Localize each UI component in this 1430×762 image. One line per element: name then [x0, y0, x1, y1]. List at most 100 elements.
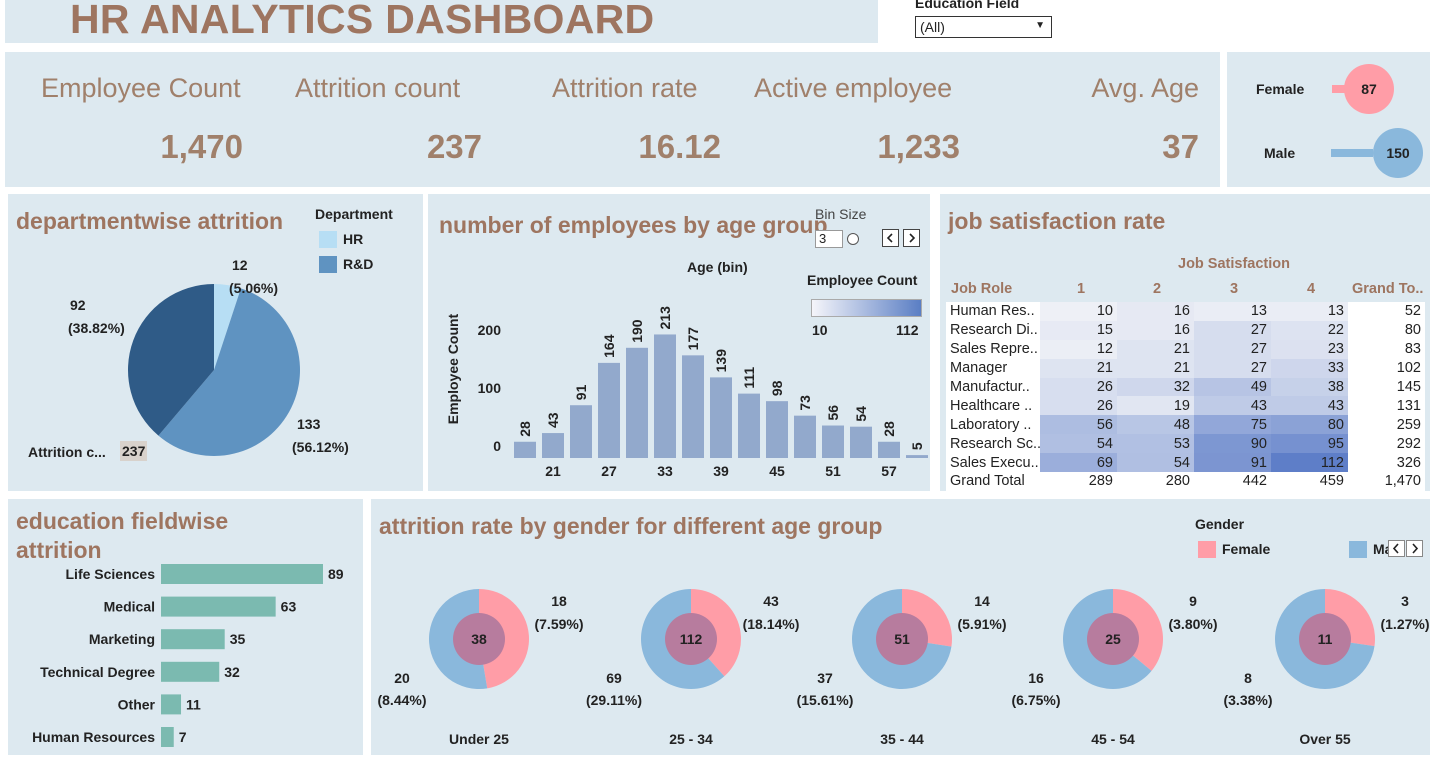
job-role-cell: Human Res.. [946, 302, 1040, 321]
age-bar[interactable] [766, 401, 788, 458]
age-bar[interactable] [570, 405, 592, 458]
heatmap-row[interactable]: Manager 21 21 27 33 102 [946, 358, 1425, 378]
heatmap-cell[interactable]: 33 [1271, 358, 1348, 378]
age-bar[interactable] [850, 426, 872, 458]
age-bar[interactable] [822, 425, 844, 458]
heatmap-cell[interactable]: 75 [1194, 415, 1271, 435]
heatmap-cell[interactable]: 32 [1117, 377, 1194, 397]
age-bar[interactable] [794, 415, 816, 458]
donut-total-label: 51 [894, 631, 910, 647]
legend-swatch-female[interactable] [1198, 541, 1216, 558]
heatmap-cell[interactable]: 80 [1271, 415, 1348, 435]
heatmap-cell[interactable]: 90 [1194, 434, 1271, 454]
legend-swatch-male[interactable] [1349, 541, 1367, 558]
education-bar[interactable] [161, 596, 276, 617]
education-title-overflow: attrition [16, 537, 102, 563]
heatmap-cell[interactable]: 16 [1117, 320, 1194, 340]
heatmap-cell[interactable]: 43 [1271, 396, 1348, 416]
donut-female-value: 3 [1401, 593, 1409, 609]
dept-slice-hr[interactable] [214, 284, 241, 370]
heatmap-cell[interactable]: 69 [1040, 453, 1117, 473]
heatmap-cell[interactable]: 27 [1194, 358, 1271, 378]
heatmap-row[interactable]: Manufactur.. 26 32 49 38 145 [946, 377, 1425, 397]
heatmap-cell[interactable]: 49 [1194, 377, 1271, 397]
heatmap-cell[interactable]: 27 [1194, 339, 1271, 359]
bin-size-increase-button[interactable] [903, 229, 920, 247]
gender-count-male-label: Male [1264, 145, 1295, 161]
education-bar-label: 11 [186, 696, 201, 712]
heatmap-cell[interactable]: 22 [1271, 320, 1348, 340]
heatmap-cell[interactable]: 10 [1040, 302, 1117, 321]
age-bar[interactable] [542, 433, 564, 458]
age-bar[interactable] [514, 441, 536, 458]
heatmap-cell[interactable]: 27 [1194, 320, 1271, 340]
grand-total-cell: 292 [1348, 434, 1425, 454]
heatmap-cell[interactable]: 38 [1271, 377, 1348, 397]
heatmap-cell[interactable]: 21 [1117, 339, 1194, 359]
donut-slice-female[interactable] [1113, 589, 1163, 671]
legend-label-rd: R&D [343, 256, 374, 272]
heatmap-cell[interactable]: 19 [1117, 396, 1194, 416]
heatmap-cell[interactable]: 21 [1117, 358, 1194, 378]
age-bar[interactable] [738, 393, 760, 458]
donut-female-value: 14 [974, 593, 990, 609]
heatmap-cell[interactable]: 95 [1271, 434, 1348, 454]
age-bar[interactable] [654, 334, 676, 458]
heatmap-row[interactable]: Sales Repre.. 12 21 27 23 83 [946, 339, 1425, 359]
education-filter-select[interactable]: (All) ▼ [915, 16, 1052, 38]
heatmap-cell[interactable]: 54 [1117, 453, 1194, 473]
heatmap-cell[interactable]: 112 [1271, 453, 1348, 473]
education-bar[interactable] [161, 661, 220, 682]
heatmap-cell[interactable]: 53 [1117, 434, 1194, 454]
heatmap-cell[interactable]: 26 [1040, 396, 1117, 416]
heatmap-cell[interactable]: 15 [1040, 320, 1117, 340]
age-bar[interactable] [682, 355, 704, 458]
age-x-tick: 45 [769, 463, 785, 479]
heatmap-row[interactable]: Healthcare .. 26 19 43 43 131 [946, 396, 1425, 416]
age-bar[interactable] [906, 455, 928, 458]
heatmap-cell[interactable]: 91 [1194, 453, 1271, 473]
heatmap-cell[interactable]: 48 [1117, 415, 1194, 435]
job-satisfaction-col-header: Job Satisfaction [1178, 256, 1290, 272]
gender-count-female-marker [1344, 64, 1394, 114]
bin-size-decrease-button[interactable] [882, 229, 899, 247]
heatmap-cell[interactable]: 56 [1040, 415, 1117, 435]
legend-swatch-hr[interactable] [319, 231, 337, 248]
education-bar[interactable] [161, 694, 182, 715]
heatmap-row[interactable]: Sales Execu.. 69 54 91 112 326 [946, 453, 1425, 473]
bin-size-input[interactable]: 3 [815, 230, 843, 248]
age-bar[interactable] [598, 362, 620, 458]
heatmap-row[interactable]: Laboratory .. 56 48 75 80 259 [946, 415, 1425, 435]
heatmap-cell[interactable]: 13 [1271, 302, 1348, 321]
heatmap-row[interactable]: Human Res.. 10 16 13 13 52 [946, 302, 1425, 321]
department-pie-chart [128, 284, 301, 457]
heatmap-cell[interactable]: 23 [1271, 339, 1348, 359]
education-bar[interactable] [161, 629, 225, 650]
heatmap-cell[interactable]: 13 [1194, 302, 1271, 321]
heatmap-row[interactable]: Research Sc.. 54 53 90 95 292 [946, 434, 1425, 454]
job-role-cell: Manufactur.. [946, 377, 1040, 397]
heatmap-cell[interactable]: 26 [1040, 377, 1117, 397]
heatmap-cell[interactable]: 21 [1040, 358, 1117, 378]
dept-slice-rd[interactable] [158, 288, 301, 457]
legend-scroll-right-button[interactable] [1406, 540, 1423, 557]
education-bar-label: 35 [230, 631, 246, 647]
bin-size-label: Bin Size [815, 206, 867, 222]
age-bar[interactable] [710, 377, 732, 458]
legend-scroll-left-button[interactable] [1388, 540, 1405, 557]
heatmap-cell[interactable]: 12 [1040, 339, 1117, 359]
heatmap-cell[interactable]: 16 [1117, 302, 1194, 321]
bin-size-slider-handle[interactable] [847, 233, 859, 245]
heatmap-cell[interactable]: 54 [1040, 434, 1117, 454]
donut-center [1087, 613, 1139, 665]
js-grand-total-header: Grand To.. [1352, 281, 1424, 297]
age-bar[interactable] [626, 347, 648, 458]
age-bar[interactable] [878, 441, 900, 458]
kpi-avg-age-value: 37 [1162, 128, 1199, 165]
education-bar[interactable] [161, 727, 174, 747]
education-bar[interactable] [161, 564, 323, 584]
heatmap-row[interactable]: Research Di.. 15 16 27 22 80 [946, 320, 1425, 340]
dept-slice-other[interactable] [128, 284, 214, 436]
legend-swatch-rd[interactable] [319, 256, 337, 273]
heatmap-cell[interactable]: 43 [1194, 396, 1271, 416]
